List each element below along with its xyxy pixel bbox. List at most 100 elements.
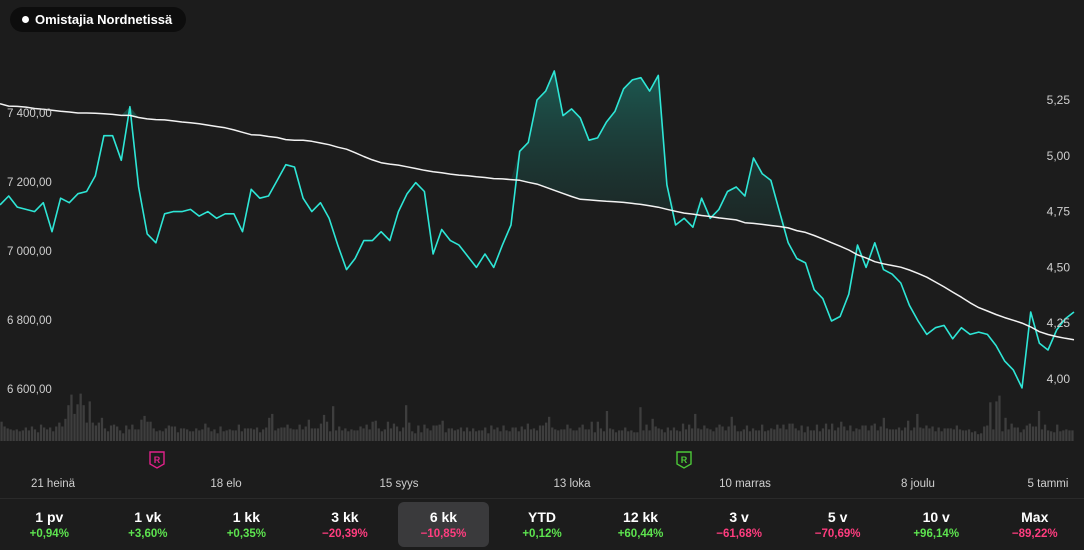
- volume-bar: [1040, 429, 1044, 441]
- period-button[interactable]: 1 kk +0,35%: [201, 502, 292, 547]
- volume-bar: [782, 424, 785, 441]
- period-change: +60,44%: [617, 528, 664, 540]
- volume-bar: [666, 427, 669, 441]
- volume-bar: [904, 427, 907, 441]
- period-label: 6 kk: [429, 509, 458, 525]
- period-button[interactable]: 3 kk −20,39%: [300, 502, 391, 547]
- volume-bar: [496, 427, 499, 441]
- volume-bar: [125, 425, 128, 441]
- x-axis-tick-label: 8 joulu: [901, 478, 935, 490]
- volume-bar: [773, 429, 776, 441]
- volume-bar: [541, 425, 545, 441]
- volume-bar: [1056, 424, 1059, 441]
- volume-bar: [910, 430, 913, 441]
- volume-bar: [867, 430, 870, 441]
- volume-bar: [36, 432, 40, 441]
- volume-bar: [593, 432, 596, 441]
- holders-badge[interactable]: Omistajia Nordnetissä: [10, 7, 187, 32]
- volume-bar: [520, 426, 523, 441]
- volume-bar: [459, 427, 463, 441]
- volume-bar: [554, 429, 557, 441]
- volume-bar: [453, 430, 456, 441]
- volume-bar: [395, 426, 399, 441]
- volume-bar: [779, 428, 782, 441]
- volume-bar: [937, 427, 940, 441]
- volume-bar: [754, 430, 758, 441]
- volume-bar: [1059, 431, 1062, 441]
- volume-bar: [420, 432, 423, 441]
- volume-bar: [481, 430, 484, 441]
- volume-bar: [128, 429, 131, 441]
- period-button[interactable]: YTD +0,12%: [497, 502, 588, 547]
- volume-bar: [371, 421, 374, 441]
- volume-bar: [998, 395, 1001, 441]
- volume-bar: [827, 429, 831, 441]
- volume-bar: [517, 431, 520, 441]
- volume-bar: [888, 429, 892, 441]
- period-change: −70,69%: [814, 528, 861, 540]
- volume-bar: [913, 427, 916, 441]
- period-button[interactable]: 6 kk −10,85%: [398, 502, 489, 547]
- period-button[interactable]: 10 v +96,14%: [891, 502, 982, 547]
- volume-bar: [79, 393, 82, 441]
- volume-bar: [140, 419, 143, 441]
- volume-bar: [338, 426, 341, 441]
- volume-bar: [82, 405, 85, 441]
- volume-bar: [770, 428, 773, 441]
- volume-bar: [499, 431, 502, 441]
- volume-bar: [143, 415, 146, 441]
- volume-bar: [855, 428, 858, 441]
- volume-bar: [262, 429, 265, 441]
- price-chart[interactable]: 7 400,00 7 200,00 7 000,00 6 800,00 6 600,00…: [0, 0, 1084, 498]
- volume-bar: [249, 428, 253, 441]
- period-button[interactable]: 3 v −61,68%: [694, 502, 785, 547]
- period-button[interactable]: Max −89,22%: [989, 502, 1080, 547]
- volume-bar: [353, 430, 356, 441]
- volume-bar: [423, 424, 426, 441]
- volume-bar: [170, 426, 173, 441]
- volume-bar: [967, 429, 971, 441]
- volume-bar: [961, 430, 965, 441]
- report-marker[interactable]: R: [149, 451, 165, 469]
- volume-bar: [852, 431, 855, 441]
- volume-bar: [706, 428, 709, 441]
- volume-bar: [700, 429, 703, 441]
- volume-bar: [669, 430, 672, 441]
- volume-bar: [605, 411, 609, 441]
- period-button[interactable]: 12 kk +60,44%: [595, 502, 686, 547]
- volume-bar: [776, 424, 779, 441]
- volume-bar: [9, 429, 12, 441]
- volume-bar: [456, 429, 459, 441]
- volume-bar: [1065, 429, 1068, 441]
- volume-bar: [645, 424, 648, 441]
- volume-bar: [398, 431, 402, 441]
- volume-bar: [797, 430, 800, 441]
- volume-bar: [724, 430, 727, 441]
- volume-bar: [639, 407, 642, 441]
- volume-bar: [590, 421, 593, 441]
- volume-bar: [43, 427, 46, 441]
- volume-bar: [992, 429, 995, 441]
- report-marker[interactable]: R: [676, 451, 692, 469]
- volume-bar: [292, 429, 295, 441]
- volume-bar: [332, 406, 335, 441]
- volume-bar: [198, 430, 201, 441]
- volume-bar: [450, 428, 453, 441]
- volume-bar: [207, 427, 210, 441]
- volume-bar: [201, 429, 204, 441]
- right-axis-tick-label: 4,75: [1047, 205, 1071, 219]
- volume-bar: [58, 422, 61, 441]
- period-button[interactable]: 5 v −70,69%: [792, 502, 883, 547]
- volume-bar: [167, 425, 170, 441]
- period-button[interactable]: 1 vk +3,60%: [103, 502, 194, 547]
- x-axis-tick-label: 10 marras: [719, 478, 771, 490]
- volume-bar: [377, 428, 380, 441]
- volume-bar: [246, 428, 250, 441]
- volume-bar: [642, 430, 645, 441]
- volume-bar: [672, 427, 676, 441]
- left-axis-tick-label: 6 800,00: [7, 315, 52, 327]
- volume-bar: [736, 431, 739, 441]
- period-button[interactable]: 1 pv +0,94%: [4, 502, 95, 547]
- volume-bar: [849, 425, 852, 441]
- right-axis: 5,25 5,00 4,75 4,50 4,25 4,00: [1047, 93, 1071, 386]
